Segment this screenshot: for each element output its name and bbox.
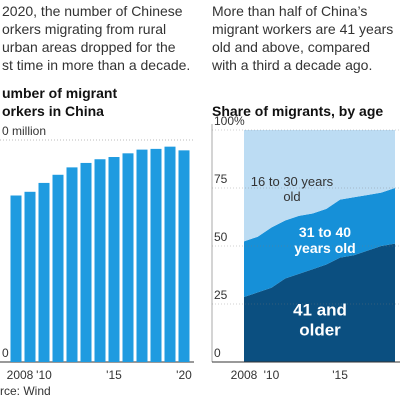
bar xyxy=(136,149,148,362)
area-label: 41 and older xyxy=(293,300,347,339)
x-tick-label: '15 xyxy=(332,368,348,382)
bar xyxy=(150,148,162,362)
y-tick-label: 0 xyxy=(2,346,9,360)
lead-text: old and above, compared xyxy=(212,39,370,55)
lead-text: orkers migrating from rural xyxy=(2,21,166,37)
area-label: 16 to 30 years old xyxy=(250,174,334,204)
bar xyxy=(108,157,120,362)
x-tick-label: '20 xyxy=(176,368,192,382)
x-tick-label: 2008 xyxy=(231,368,258,382)
bar xyxy=(10,195,22,362)
y-tick-label: 50 xyxy=(214,230,228,244)
lead-text: 2020, the number of Chinese xyxy=(2,3,183,19)
lead-text: migrant workers are 41 years xyxy=(212,21,393,37)
source: rce: Wind xyxy=(0,384,51,398)
bar xyxy=(24,191,36,362)
bar xyxy=(66,167,78,362)
chart-title: Share of migrants, by age xyxy=(212,103,383,119)
y-tick-label: 0 million xyxy=(2,124,46,138)
y-tick-label: 25 xyxy=(214,288,228,302)
lead-text: More than half of China’s xyxy=(212,3,367,19)
y-tick-label: 100% xyxy=(214,114,245,128)
bar xyxy=(80,162,92,362)
bar xyxy=(122,153,134,362)
area xyxy=(244,130,395,242)
chart-title: umber of migrant xyxy=(2,85,117,101)
x-tick-label: '15 xyxy=(106,368,122,382)
bar xyxy=(178,150,190,362)
y-tick-label: 0 xyxy=(214,346,221,360)
x-tick-label: 2008 xyxy=(7,368,34,382)
bar xyxy=(94,159,106,362)
area xyxy=(244,188,395,298)
area xyxy=(244,243,395,362)
bar xyxy=(38,182,50,362)
lead-text: st time in more than a decade. xyxy=(2,57,190,73)
lead-text: with a third a decade ago. xyxy=(211,57,372,73)
area-label: 31 to 40 years old xyxy=(294,223,356,256)
x-tick-label: '10 xyxy=(36,368,52,382)
lead-text: urban areas dropped for the xyxy=(2,39,176,55)
x-tick-label: '10 xyxy=(264,368,280,382)
y-tick-label: 75 xyxy=(214,172,228,186)
bar xyxy=(164,146,176,362)
bar xyxy=(52,174,64,362)
chart-title: orkers in China xyxy=(2,103,104,119)
